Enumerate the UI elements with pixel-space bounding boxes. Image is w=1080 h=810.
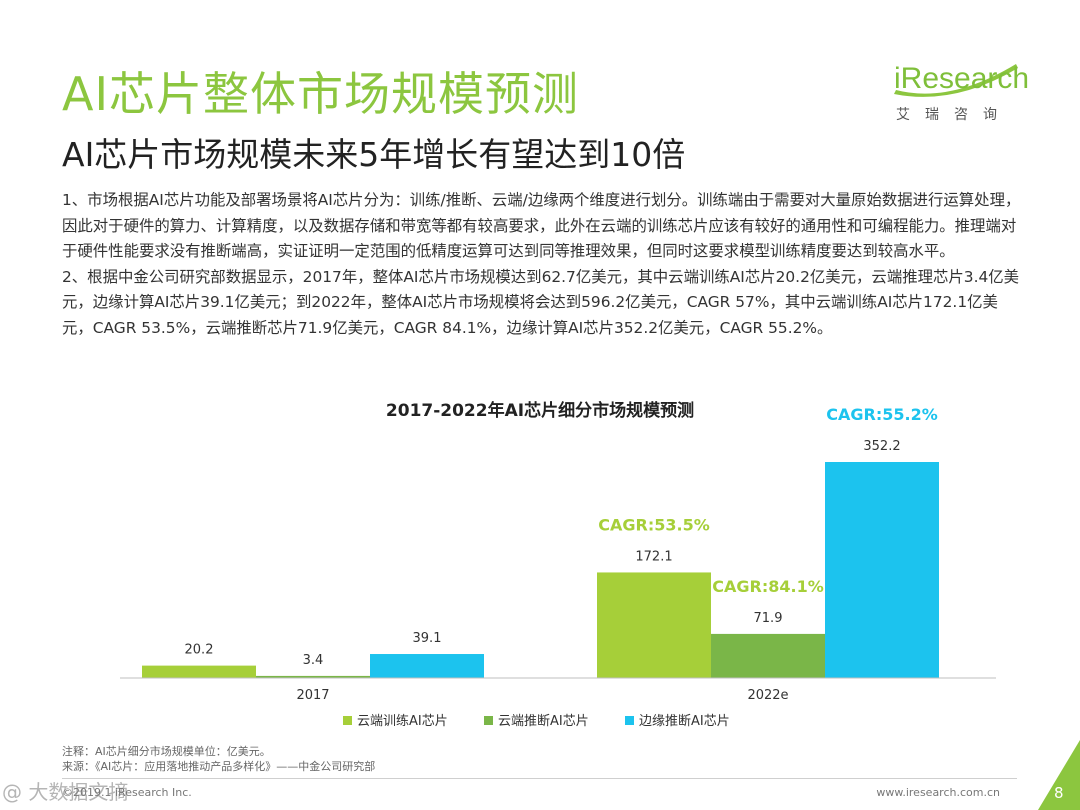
data-label-2017-series-1: 20.2 [185, 643, 214, 658]
bar-2017-series-1 [142, 665, 256, 678]
x-tick-2022e: 2022e [747, 688, 788, 703]
footer-divider [62, 778, 1017, 779]
cagr-label-series-2: CAGR:84.1% [712, 577, 823, 596]
x-tick-2017: 2017 [296, 688, 329, 703]
watermark: @ 大数据文摘 [2, 780, 129, 804]
bar-2022e-series-1 [597, 572, 711, 678]
bar-chart: 2017-2022年AI芯片细分市场规模预测 20.2 3.4 39.1 2017 17… [120, 400, 996, 729]
copyright: ©2019.1 iResearch Inc. [62, 786, 192, 799]
slide-subtitle: AI芯片市场规模未来5年增长有望达到10倍 [62, 135, 686, 174]
body-text: 1、市场根据AI芯片功能及部署场景将AI芯片分为：训练/推断、云端/边缘两个维度… [62, 188, 1027, 341]
legend-label-series-2: 云端推断AI芯片 [498, 714, 589, 729]
cagr-label-series-3: CAGR:55.2% [826, 405, 937, 424]
legend-swatch-series-1 [343, 716, 352, 725]
website-url[interactable]: www.iresearch.com.cn [876, 786, 1000, 799]
source-text: 来源：《AI芯片：应用落地推动产品多样化》——中金公司研究部 [62, 760, 376, 773]
legend-swatch-series-3 [625, 716, 634, 725]
data-label-2022e-series-1: 172.1 [635, 549, 672, 564]
paragraph-1: 1、市场根据AI芯片功能及部署场景将AI芯片分为：训练/推断、云端/边缘两个维度… [62, 191, 1021, 260]
slide-title: AI芯片整体市场规模预测 [62, 67, 580, 121]
note-text: 注释：AI芯片细分市场规模单位：亿美元。 [62, 745, 271, 758]
logo-chinese: 艾瑞咨询 [896, 107, 1012, 123]
page-number: 8 [1054, 784, 1064, 802]
bar-2017-series-3 [370, 654, 484, 678]
paragraph-2: 2、根据中金公司研究部数据显示，2017年，整体AI芯片市场规模达到62.7亿美… [62, 267, 1020, 337]
legend-swatch-series-2 [484, 716, 493, 725]
chart-title: 2017-2022年AI芯片细分市场规模预测 [386, 400, 694, 421]
bar-2022e-series-3 [825, 462, 939, 678]
page-tab [1038, 740, 1080, 810]
legend-label-series-3: 边缘推断AI芯片 [639, 714, 730, 729]
data-label-2017-series-3: 39.1 [413, 631, 442, 646]
cagr-label-series-1: CAGR:53.5% [598, 515, 709, 534]
logo-swoosh-icon [894, 64, 1018, 97]
data-label-2022e-series-2: 71.9 [754, 611, 783, 626]
logo-brand: iResearch [894, 62, 1030, 95]
data-label-2022e-series-3: 352.2 [863, 439, 900, 454]
data-label-2017-series-2: 3.4 [303, 653, 324, 668]
bar-2022e-series-2 [711, 633, 825, 678]
bar-2017-series-2 [256, 675, 370, 678]
chart-notes: 注释：AI芯片细分市场规模单位：亿美元。 来源：《AI芯片：应用落地推动产品多样… [62, 744, 375, 774]
iresearch-logo: iResearch 艾瑞咨询 [890, 62, 1030, 123]
legend-label-series-1: 云端训练AI芯片 [357, 714, 448, 729]
